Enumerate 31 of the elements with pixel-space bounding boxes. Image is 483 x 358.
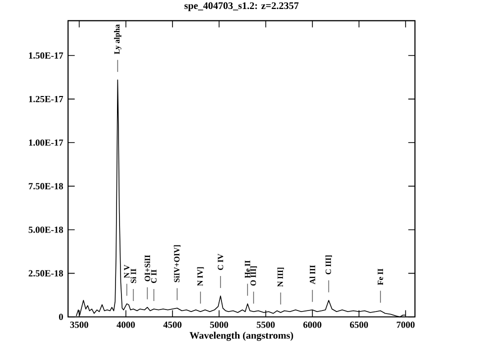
x-tick-label: 4000	[116, 321, 135, 328]
y-tick-label: 7.50E-18	[28, 182, 64, 190]
x-tick-label: 6000	[303, 321, 322, 328]
annotation: O III]	[250, 266, 257, 286]
annotation: N IV]	[197, 267, 204, 286]
annotation: Ly alpha	[114, 24, 122, 54]
annotation: N III]	[277, 268, 284, 287]
chart-title: spe_404703_s1.2: z=2.2357	[184, 2, 299, 11]
y-tick-label: 1.00E-17	[29, 139, 64, 146]
x-tick-label: 5500	[256, 321, 275, 328]
y-tick-label: 5.00E-18	[28, 226, 64, 233]
annotation: He II	[244, 260, 250, 278]
x-axis-title: Wavelength (angstroms)	[190, 332, 294, 341]
annotation: Si II	[130, 268, 136, 283]
annotation: SiIV+OIV]	[174, 245, 180, 282]
x-tick-label: 6500	[350, 321, 368, 328]
x-tick-label: 7000	[396, 321, 415, 328]
annotation: C IV	[218, 254, 224, 270]
y-tick-label: 2.50E-18	[28, 270, 64, 276]
annotation: OI+SiII	[144, 255, 150, 282]
y-tick-label: 1.50E-17	[29, 52, 64, 59]
annotation: C II	[151, 270, 157, 283]
x-tick-label: 4500	[163, 321, 182, 328]
annotation: N V	[124, 264, 130, 278]
y-tick-label: 1.25E-17	[29, 96, 64, 102]
annotation: Al III	[310, 265, 316, 284]
annotation: Fe II	[378, 268, 384, 285]
x-tick-label: 3500	[70, 321, 88, 328]
y-tick-label: 0	[59, 314, 63, 320]
annotation: C III]	[325, 255, 332, 274]
x-tick-label: 5000	[210, 321, 228, 328]
